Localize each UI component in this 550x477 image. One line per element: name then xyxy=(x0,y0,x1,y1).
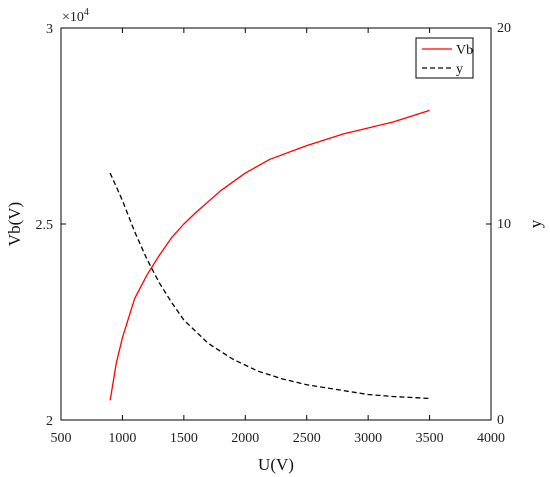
tick-labels: 500 1000 1500 2000 2500 3000 3500 4000 2 2.5 3 0 10 2… xyxy=(36,21,512,446)
x-tick-label: 1500 xyxy=(170,431,198,446)
x-tick-label: 1000 xyxy=(108,431,136,446)
x-tick-label: 500 xyxy=(51,431,72,446)
x-tick-label: 4000 xyxy=(477,431,505,446)
y-right-tick-label: 10 xyxy=(497,217,511,232)
x-tick-label: 3500 xyxy=(416,431,444,446)
series-line-y xyxy=(109,172,430,400)
legend: Vb y xyxy=(415,37,474,79)
x-tick-label: 2000 xyxy=(231,431,259,446)
y-right-tick-label: 0 xyxy=(497,413,504,428)
y-left-tick-label: 2 xyxy=(46,414,53,429)
x-tick-label: 3000 xyxy=(354,431,382,446)
x-axis-label: U(V) xyxy=(258,455,294,474)
legend-label-y: y xyxy=(456,62,463,77)
plot-frame xyxy=(60,27,492,421)
y-left-axis-label: Vb(V) xyxy=(5,202,24,246)
series-line-vb xyxy=(109,109,430,401)
y-left-tick-label: 3 xyxy=(46,22,53,37)
series-layer xyxy=(109,109,430,401)
y-left-multiplier: ×104 xyxy=(62,7,89,25)
y-right-axis-label: y xyxy=(526,219,545,228)
legend-label-vb: Vb xyxy=(456,43,473,58)
y-left-tick-label: 2.5 xyxy=(36,218,54,233)
x-tick-label: 2500 xyxy=(293,431,321,446)
y-left-multiplier-exponent: 4 xyxy=(84,7,89,18)
y-right-tick-label: 20 xyxy=(497,21,511,36)
axis-ticks xyxy=(60,27,492,421)
legend-box xyxy=(415,37,474,79)
